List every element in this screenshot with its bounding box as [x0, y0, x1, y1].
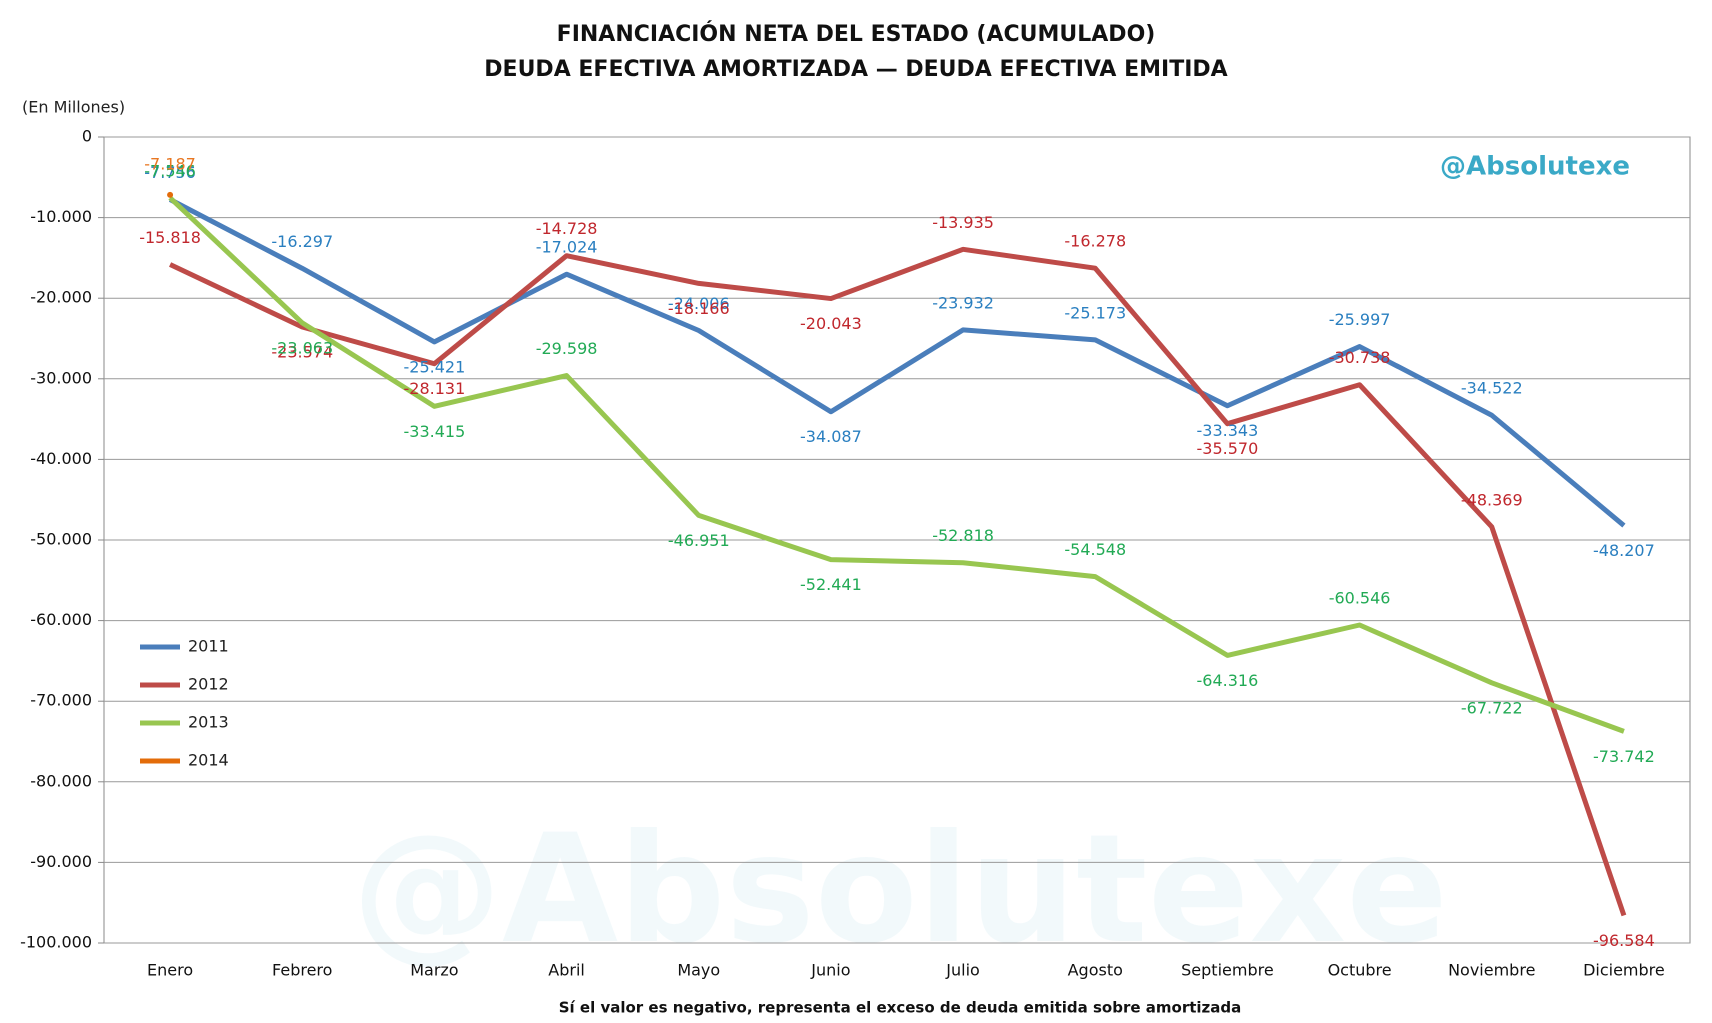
data-label: -13.935 — [932, 213, 994, 232]
legend-label: 2013 — [188, 713, 229, 732]
y-tick-label: -40.000 — [30, 449, 92, 468]
data-label: -16.297 — [271, 232, 333, 251]
x-tick-label: Marzo — [410, 961, 458, 980]
data-label: -52.441 — [800, 575, 862, 594]
x-tick-label: Mayo — [677, 961, 720, 980]
y-tick-label: -60.000 — [30, 610, 92, 629]
data-label: -67.722 — [1461, 698, 1523, 717]
chart-title: FINANCIACIÓN NETA DEL ESTADO (ACUMULADO) — [557, 21, 1156, 47]
y-tick-label: -10.000 — [30, 207, 92, 226]
x-tick-label: Abril — [548, 961, 585, 980]
data-label: -23.574 — [271, 343, 333, 362]
data-label: -46.951 — [668, 531, 730, 550]
data-label: -28.131 — [404, 379, 466, 398]
data-label: -7.756 — [144, 163, 196, 182]
watermark: @Absolutexe — [352, 803, 1448, 977]
data-label: -73.742 — [1593, 747, 1655, 766]
y-tick-label: -90.000 — [30, 852, 92, 871]
y-tick-label: -70.000 — [30, 691, 92, 710]
footnote: Sí el valor es negativo, representa el e… — [559, 999, 1242, 1017]
data-label: -15.818 — [139, 228, 201, 247]
data-label: -7.546 — [144, 161, 196, 180]
data-label: -64.316 — [1197, 671, 1259, 690]
data-label: -34.087 — [800, 427, 862, 446]
data-label: -48.369 — [1461, 490, 1523, 509]
data-label: -20.043 — [800, 314, 862, 333]
x-tick-label: Julio — [945, 961, 980, 980]
data-label: -48.207 — [1593, 541, 1655, 560]
data-label: -17.024 — [536, 238, 598, 257]
data-label: -24.006 — [668, 294, 730, 313]
data-label: -25.997 — [1329, 310, 1391, 329]
data-label: -96.584 — [1593, 931, 1655, 950]
x-tick-label: Enero — [147, 961, 193, 980]
unit-label: (En Millones) — [22, 98, 125, 117]
series-point — [167, 191, 174, 198]
data-label: -52.818 — [932, 526, 994, 545]
data-label: -25.173 — [1064, 303, 1126, 322]
data-label: -35.570 — [1197, 439, 1259, 458]
data-label: -23.063 — [271, 338, 333, 357]
x-tick-label: Agosto — [1068, 961, 1123, 980]
data-label: -29.598 — [536, 339, 598, 358]
y-tick-label: -30.000 — [30, 368, 92, 387]
data-label: -60.546 — [1329, 589, 1391, 608]
series-line — [168, 196, 1625, 734]
data-label: -33.415 — [404, 422, 466, 441]
brand: @Absolutexe — [1440, 152, 1630, 182]
data-label: -18.166 — [668, 299, 730, 318]
data-label: -14.728 — [536, 219, 598, 238]
legend-label: 2011 — [188, 637, 229, 656]
x-tick-label: Diciembre — [1583, 961, 1665, 980]
data-label: -16.278 — [1064, 232, 1126, 251]
x-tick-label: Febrero — [272, 961, 332, 980]
x-tick-label: Junio — [810, 961, 850, 980]
y-tick-label: -100.000 — [20, 933, 92, 952]
y-tick-label: -80.000 — [30, 771, 92, 790]
y-tick-label: -50.000 — [30, 530, 92, 549]
data-label: -25.421 — [404, 357, 466, 376]
series-line — [168, 197, 1626, 528]
y-tick-label: 0 — [82, 127, 92, 146]
x-tick-label: Noviembre — [1448, 961, 1535, 980]
data-label: -7.187 — [144, 154, 196, 173]
data-label: -33.343 — [1197, 421, 1259, 440]
data-label: -34.522 — [1461, 379, 1523, 398]
data-label: -30.738 — [1329, 348, 1391, 367]
x-tick-label: Septiembre — [1181, 961, 1274, 980]
data-label: -54.548 — [1064, 540, 1126, 559]
series-line — [169, 246, 1627, 917]
y-tick-label: -20.000 — [30, 288, 92, 307]
chart-subtitle: DEUDA EFECTIVA AMORTIZADA — DEUDA EFECTI… — [484, 57, 1227, 82]
data-label: -23.932 — [932, 293, 994, 312]
legend-label: 2012 — [188, 675, 229, 694]
x-tick-label: Octubre — [1328, 961, 1392, 980]
legend-label: 2014 — [188, 751, 229, 770]
